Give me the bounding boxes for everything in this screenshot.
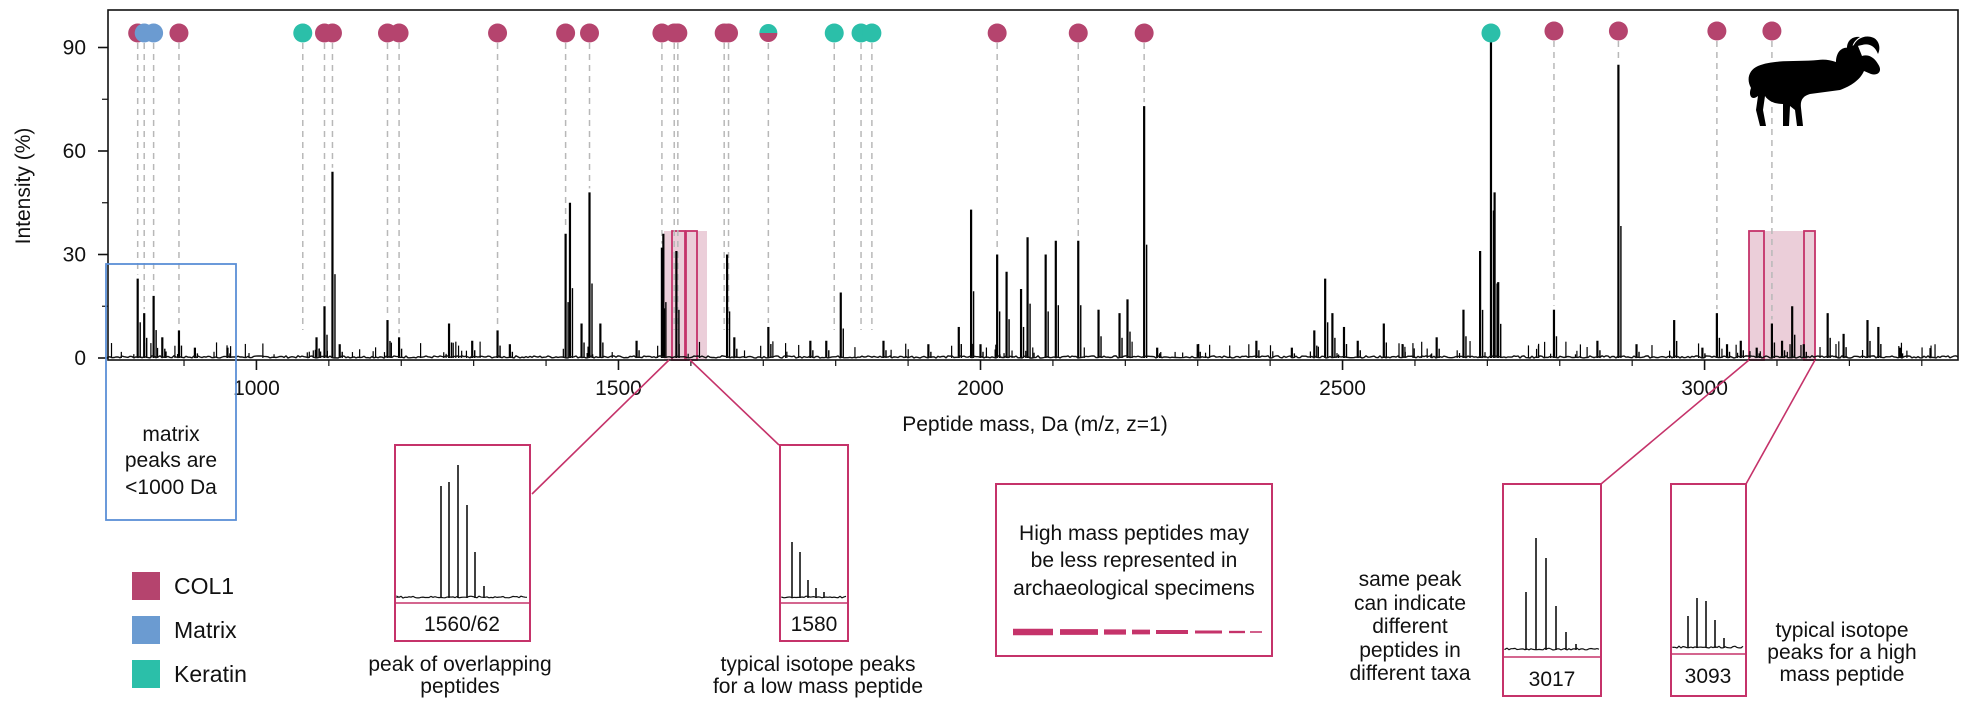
inset-baseline: [781, 595, 847, 599]
high-mass-note-box: [995, 483, 1273, 657]
note-line: High mass peptides may: [1019, 522, 1249, 545]
caption-line: same peak: [1358, 568, 1462, 591]
legend-item-col1: COL1: [132, 572, 234, 600]
y-tick-label: 0: [74, 347, 86, 370]
marker-dot-col1: [1544, 21, 1564, 41]
marker-dot-col1: [169, 23, 189, 43]
marker-dashed-lines: [136, 41, 1773, 334]
marker-dot-col1: [987, 23, 1007, 43]
inset-1560-frame: [394, 444, 531, 642]
inset-3017-frame: [1502, 483, 1602, 697]
marker-dot-keratin: [862, 23, 882, 43]
y-tick-label: 60: [63, 140, 86, 163]
y-tick-label: 30: [63, 244, 86, 267]
caption-line: can indicate: [1353, 591, 1467, 615]
x-tick-label: 2500: [1319, 377, 1366, 400]
goat-silhouette-icon: [1748, 36, 1881, 126]
marker-dot-col1: [1134, 23, 1154, 43]
marker-dot-keratin: [824, 23, 844, 43]
connector-inset3: [1600, 359, 1750, 485]
matrix-box-line: <1000 Da: [125, 475, 217, 499]
note-line: archaeological specimens: [1013, 576, 1255, 600]
marker-dot-col1: [488, 23, 508, 43]
inset-1580-label: 1580: [791, 613, 838, 636]
caption-line: different taxa: [1349, 662, 1471, 686]
inset-3017-label: 3017: [1529, 668, 1576, 691]
caption-line: for a low mass peptide: [712, 675, 924, 699]
legend-item-matrix: Matrix: [132, 616, 237, 644]
matrix-box-line: matrix: [142, 423, 200, 446]
caption-line: mass peptide: [1779, 663, 1905, 687]
inset-1560-label: 1560/62: [424, 613, 500, 636]
x-axis: 1000 1500 2000 2500 3000: [183, 360, 1923, 400]
x-tick-label: 1000: [233, 377, 280, 400]
note-line: be less represented in: [1030, 549, 1238, 573]
connector-inset1: [531, 359, 670, 495]
marker-dot-col1: [668, 23, 688, 43]
legend-swatch-matrix: [132, 616, 160, 644]
inset-3093-label: 3093: [1685, 665, 1732, 688]
marker-dot-col1: [1068, 23, 1088, 43]
marker-dot-col1: [389, 23, 409, 43]
legend-swatch-col1: [132, 572, 160, 600]
marker-dot-col1: [719, 23, 739, 43]
marker-dot-col1: [1707, 21, 1727, 41]
legend-item-keratin: Keratin: [132, 660, 247, 688]
inset-3093-frame: [1670, 483, 1747, 697]
inset-3017-spectrum: [1504, 538, 1600, 651]
marker-dot-col1: [1762, 21, 1782, 41]
inset-1560-caption: peak of overlapping peptides: [340, 653, 580, 699]
inset-1580-spectrum: [781, 542, 847, 599]
x-tick-label: 2000: [957, 377, 1004, 400]
marker-dot-keratin: [759, 24, 778, 33]
connector-inset2: [689, 359, 780, 446]
x-tick-label: 1500: [595, 377, 642, 400]
x-tick-label: 3000: [1681, 377, 1728, 400]
x-axis-label: Peptide mass, Da (m/z, z=1): [902, 413, 1168, 436]
peptide-markers: [128, 21, 1782, 43]
caption-line: peptides: [420, 675, 500, 699]
caption-line: different: [1372, 615, 1448, 639]
caption-line: typical isotope peaks: [720, 653, 916, 676]
inset-3017-caption: same peak can indicate different peptide…: [1330, 568, 1490, 686]
legend-label: COL1: [174, 572, 235, 599]
highlight-regions: [664, 230, 1816, 361]
inset-1560-spectrum: [396, 465, 528, 599]
caption-line: peaks for a high: [1767, 641, 1917, 665]
legend-label: Matrix: [174, 616, 237, 643]
inset-3093-spectrum: [1672, 598, 1744, 649]
plot-frame: [107, 9, 1959, 361]
spectrum-baseline: [107, 354, 1959, 359]
marker-dot-matrix: [144, 23, 164, 43]
inset-3093-caption: typical isotope peaks for a high mass pe…: [1752, 619, 1932, 687]
marker-dot-col1: [580, 23, 600, 43]
caption-line: peptides in: [1359, 638, 1461, 662]
highlight-region: [1749, 231, 1815, 360]
legend-swatch-keratin: [132, 660, 160, 688]
marker-dot-keratin: [293, 23, 313, 43]
marker-dot-col1: [759, 33, 778, 43]
matrix-box-text: matrix peaks are <1000 Da: [106, 422, 236, 501]
high-mass-note-text: High mass peptides may be less represent…: [996, 520, 1272, 602]
inset-baseline: [396, 595, 528, 599]
inset-baseline: [1672, 645, 1744, 649]
legend-label: Keratin: [174, 660, 247, 687]
marker-dot-col1: [556, 23, 576, 43]
spectrum-peaks: [110, 30, 1936, 358]
y-axis-label: Intensity (%): [12, 128, 35, 245]
inset-1580-caption: typical isotope peaks for a low mass pep…: [680, 653, 956, 699]
caption-line: peak of overlapping: [368, 653, 552, 676]
matrix-box-line: peaks are: [124, 449, 218, 473]
marker-dot-col1: [322, 23, 342, 43]
y-tick-label: 90: [63, 37, 86, 60]
matrix-region-box: [105, 263, 237, 521]
connector-inset4: [1745, 359, 1816, 485]
inset-1580-frame: [779, 444, 849, 642]
caption-line: typical isotope: [1775, 619, 1909, 642]
marker-dot-col1: [1608, 21, 1628, 41]
marker-dot-keratin: [1481, 23, 1501, 43]
inset-baseline: [1504, 647, 1600, 651]
y-axis: 0 30 60 90: [63, 37, 108, 370]
